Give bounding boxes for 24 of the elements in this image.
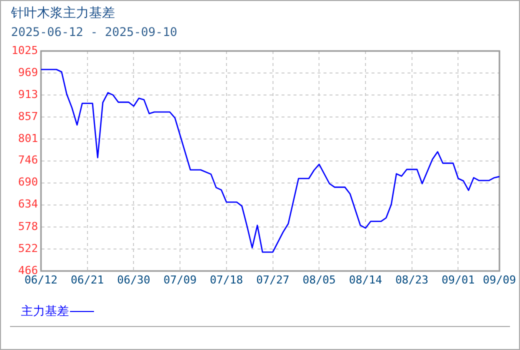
x-tick-label: 06/12 xyxy=(24,273,58,286)
x-tick-label: 06/21 xyxy=(70,273,104,286)
x-tick-label: 08/05 xyxy=(302,273,336,286)
y-tick-label: 634 xyxy=(18,198,38,211)
y-tick-label: 578 xyxy=(18,220,38,233)
x-tick-label: 06/30 xyxy=(117,273,150,286)
y-tick-label: 746 xyxy=(18,154,38,167)
y-tick-label: 913 xyxy=(18,88,38,101)
y-tick-label: 1025 xyxy=(12,44,38,57)
y-tick-label: 857 xyxy=(18,110,38,123)
y-tick-label: 801 xyxy=(18,132,38,146)
x-tick-label: 07/18 xyxy=(210,273,243,286)
chart-title: 针叶木浆主力基差 xyxy=(11,5,115,22)
y-tick-label: 969 xyxy=(18,66,38,79)
x-tick-label: 07/27 xyxy=(256,273,290,286)
x-tick-label: 09/09 xyxy=(482,273,516,286)
x-tick-label: 08/23 xyxy=(395,273,428,286)
x-tick-label: 07/09 xyxy=(164,273,197,286)
legend-label: 主力基差 xyxy=(21,304,69,318)
y-tick-label: 522 xyxy=(18,242,38,255)
chart-subtitle: 2025-06-12 - 2025-09-10 xyxy=(11,25,178,39)
y-tick-label: 690 xyxy=(18,176,38,189)
x-tick-label: 09/01 xyxy=(442,273,475,286)
x-tick-label: 08/14 xyxy=(348,273,382,286)
